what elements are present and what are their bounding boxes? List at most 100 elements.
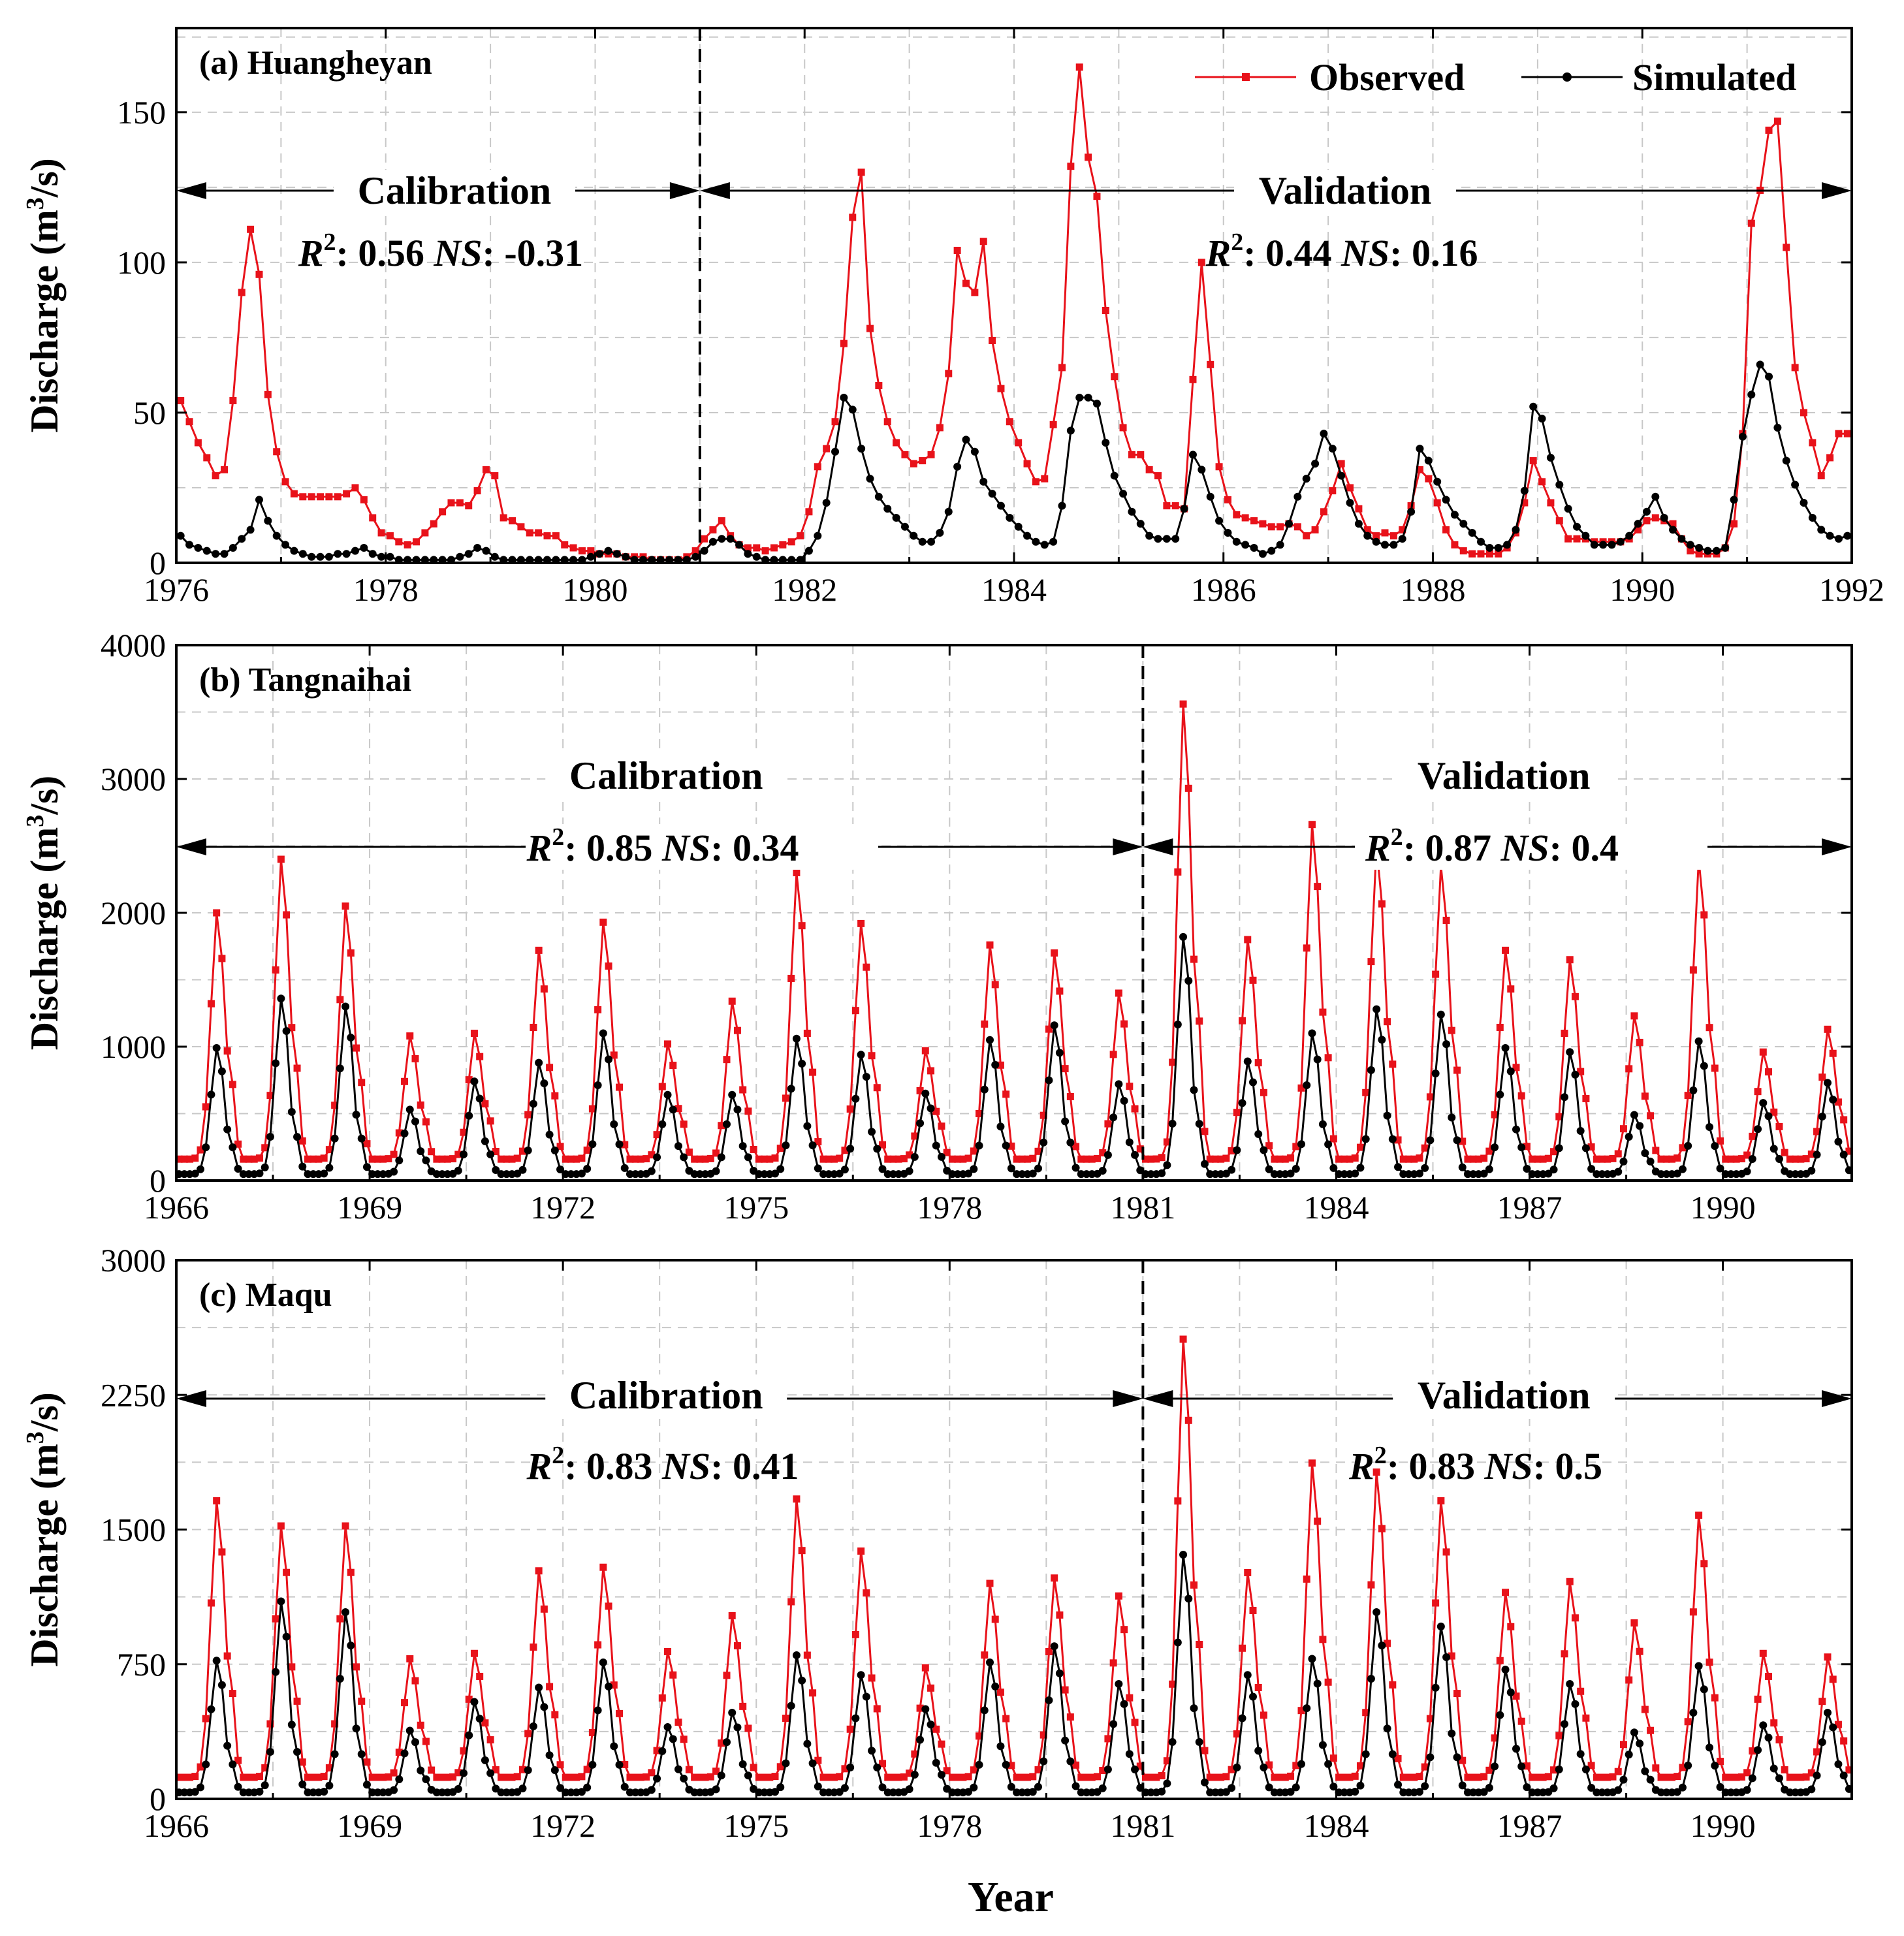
observed-point	[336, 1615, 344, 1623]
simulated-point	[695, 1788, 704, 1797]
observed-point	[1217, 1773, 1225, 1781]
simulated-point	[411, 1738, 419, 1747]
simulated-point	[1738, 432, 1747, 441]
simulated-point	[1340, 1170, 1348, 1179]
simulated-point	[680, 1153, 688, 1162]
simulated-point	[1190, 1704, 1198, 1713]
simulated-point	[1092, 400, 1101, 408]
observed-point	[658, 1694, 666, 1702]
simulated-point	[1215, 516, 1224, 525]
observed-point	[498, 1773, 505, 1781]
observed-point	[1367, 1581, 1375, 1589]
observed-point	[1211, 1155, 1219, 1163]
observed-point	[331, 1720, 339, 1728]
observed-point	[1308, 821, 1316, 829]
observed-point	[1845, 1147, 1853, 1155]
observed-point	[1077, 1773, 1085, 1781]
observed-point	[443, 1155, 451, 1163]
simulated-point	[351, 547, 359, 555]
observed-point	[1109, 1051, 1117, 1058]
simulated-point	[1756, 360, 1764, 369]
simulated-point	[290, 547, 298, 555]
observed-point	[1474, 1155, 1482, 1163]
observed-point	[202, 1103, 210, 1111]
simulated-point	[1442, 496, 1450, 504]
simulated-point	[1233, 1146, 1241, 1154]
observed-point	[247, 225, 255, 233]
simulated-point	[266, 1747, 274, 1756]
simulated-point	[620, 1783, 629, 1791]
observed-point	[422, 1738, 430, 1745]
simulated-point	[1813, 1150, 1821, 1159]
observed-point	[177, 397, 185, 405]
simulated-point	[1469, 1788, 1478, 1797]
simulated-point	[927, 1721, 935, 1729]
observed-point	[1233, 511, 1241, 518]
observed-point	[526, 529, 533, 537]
observed-point	[229, 1690, 236, 1698]
simulated-point	[695, 1170, 704, 1179]
observed-point	[691, 1773, 699, 1781]
simulated-point	[432, 1788, 441, 1797]
observed-point	[1136, 1145, 1144, 1153]
simulated-point	[1442, 1653, 1451, 1662]
observed-point	[776, 1763, 784, 1771]
simulated-point	[320, 1169, 328, 1178]
y-tick-label: 0	[150, 545, 166, 581]
simulated-point	[282, 1632, 291, 1641]
simulated-point	[1769, 1764, 1778, 1773]
observed-point	[390, 1769, 398, 1777]
observed-point	[360, 496, 368, 503]
observed-point	[787, 1598, 795, 1606]
observed-point	[750, 1145, 757, 1153]
observed-point	[1297, 1084, 1305, 1092]
observed-point	[207, 1000, 215, 1008]
grid	[176, 645, 1852, 1181]
observed-point	[186, 1773, 194, 1781]
legend-observed-label: Observed	[1309, 56, 1465, 99]
svg-text:R2: 0.56 NS: -0.31: R2: 0.56 NS: -0.31	[298, 229, 583, 274]
simulated-point	[937, 1771, 945, 1779]
validation-label-bg	[1234, 170, 1456, 214]
simulated-point	[1232, 537, 1241, 546]
validation-label: Validation	[1418, 754, 1591, 797]
observed-point	[1163, 1138, 1171, 1146]
observed-point	[293, 1064, 301, 1072]
svg-text:R2: 0.83 NS: 0.5: R2: 0.83 NS: 0.5	[1348, 1442, 1602, 1487]
grid	[176, 1260, 1852, 1799]
simulated-point	[712, 1785, 720, 1794]
observed-point	[1477, 550, 1485, 558]
observed-point	[728, 997, 736, 1005]
simulated-point	[486, 1150, 495, 1159]
observed-point	[938, 1740, 945, 1748]
simulated-point	[1469, 1170, 1478, 1179]
simulated-point	[1431, 1683, 1440, 1692]
simulated-point	[752, 552, 761, 561]
observed-point	[524, 1730, 532, 1738]
simulated-point	[970, 1783, 978, 1792]
x-tick-label: 1990	[1690, 1189, 1756, 1226]
simulated-point	[1477, 537, 1485, 546]
simulated-point	[180, 1170, 189, 1179]
observed-point	[1426, 1715, 1434, 1722]
simulated-point	[264, 516, 272, 525]
simulated-point	[1544, 1169, 1553, 1178]
legend-simulated-marker	[1563, 72, 1572, 82]
simulated-point	[1646, 1775, 1655, 1784]
observed-point	[971, 289, 979, 296]
observed-point	[1813, 1748, 1821, 1756]
simulated-point	[1367, 1675, 1375, 1683]
simulated-point	[229, 543, 237, 552]
observed-point	[1802, 1155, 1810, 1163]
simulated-point	[1818, 1113, 1826, 1121]
observed-point	[1174, 868, 1182, 876]
simulated-point	[1549, 1784, 1558, 1792]
observed-point	[1485, 1147, 1493, 1155]
simulated-point	[846, 1763, 855, 1771]
observed-point	[674, 1105, 682, 1113]
observed-point	[1451, 541, 1459, 548]
observed-point	[599, 918, 607, 926]
observed-point	[1335, 1155, 1343, 1163]
simulated-point	[1354, 520, 1363, 528]
observed-point	[401, 1077, 409, 1085]
